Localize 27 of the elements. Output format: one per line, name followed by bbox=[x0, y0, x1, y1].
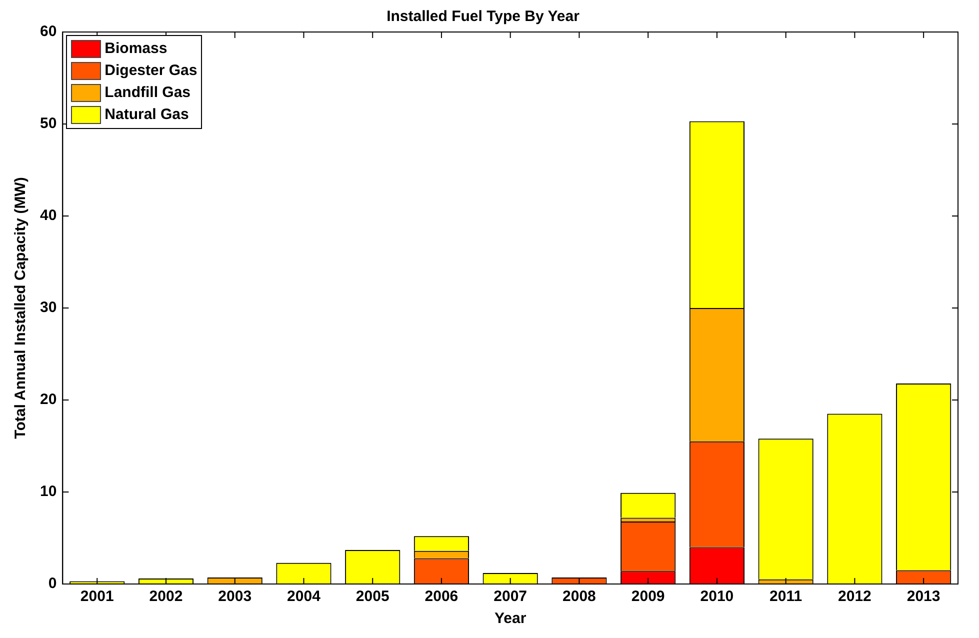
x-tick-label: 2009 bbox=[631, 588, 665, 606]
chart-title: Installed Fuel Type By Year bbox=[386, 8, 580, 26]
y-tick-label: 0 bbox=[48, 575, 57, 592]
x-tick-label: 2003 bbox=[218, 588, 252, 606]
y-tick-label: 20 bbox=[40, 391, 57, 408]
legend-label: Biomass bbox=[104, 39, 168, 59]
x-tick-label: 2010 bbox=[700, 588, 734, 606]
x-tick-label: 2004 bbox=[287, 588, 322, 606]
x-tick-label: 2007 bbox=[494, 588, 528, 606]
y-tick-label: 60 bbox=[40, 23, 57, 40]
x-axis-title: Year bbox=[494, 610, 526, 628]
x-tick-label: 2005 bbox=[356, 588, 390, 606]
y-tick-label: 50 bbox=[40, 115, 57, 132]
legend-label: Natural Gas bbox=[104, 105, 189, 125]
x-tick-label: 2008 bbox=[562, 588, 596, 606]
y-tick-label: 30 bbox=[40, 299, 57, 316]
x-tick-label: 2006 bbox=[424, 588, 458, 606]
y-axis-title: Total Annual Installed Capacity (MW) bbox=[12, 177, 30, 439]
x-tick-label: 2011 bbox=[770, 588, 802, 606]
x-tick-label: 2012 bbox=[838, 588, 872, 606]
x-tick-label: 2002 bbox=[149, 588, 183, 606]
y-tick-label: 10 bbox=[40, 483, 57, 500]
legend-label: Landfill Gas bbox=[104, 83, 191, 103]
x-tick-label: 2001 bbox=[80, 588, 114, 606]
y-tick-label: 40 bbox=[40, 207, 57, 224]
legend-label: Digester Gas bbox=[104, 61, 198, 81]
x-tick-label: 2013 bbox=[906, 588, 940, 606]
